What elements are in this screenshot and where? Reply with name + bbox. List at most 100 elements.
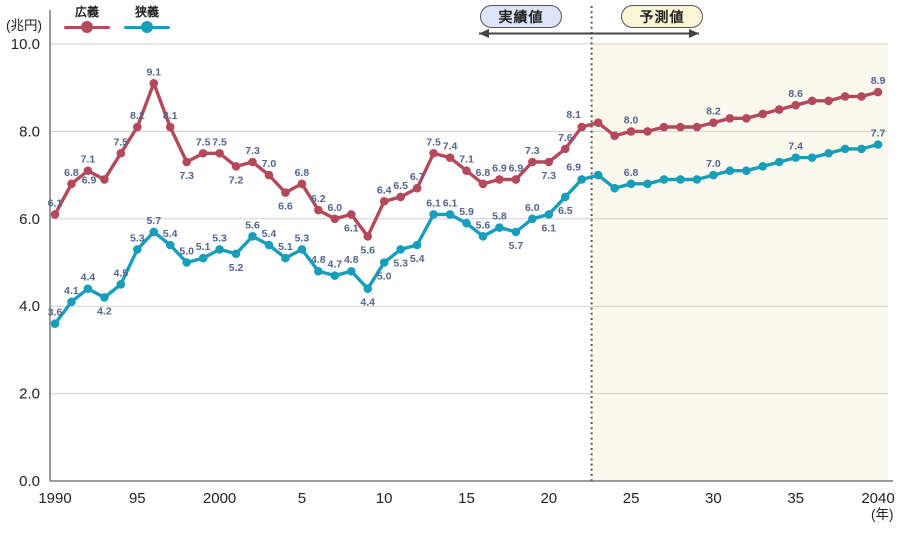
data-point-broad	[742, 113, 751, 123]
x-tick-label: 1990	[38, 490, 71, 507]
data-point-narrow	[807, 153, 817, 162]
data-point-narrow	[133, 245, 142, 254]
data-point-broad	[560, 144, 570, 154]
data-point-narrow	[774, 157, 784, 167]
data-label-narrow: 4.1	[64, 285, 79, 297]
data-label-broad: 6.8	[64, 167, 79, 179]
data-point-narrow	[692, 175, 702, 184]
data-point-broad	[133, 122, 142, 132]
data-point-narrow	[544, 210, 554, 219]
data-label-narrow: 6.1	[426, 197, 441, 209]
data-label-narrow: 5.3	[212, 232, 227, 244]
data-label-broad: 7.4	[443, 141, 458, 153]
y-axis-unit-label: (兆円)	[6, 18, 42, 33]
data-point-broad	[824, 96, 833, 106]
data-label-broad: 7.0	[262, 158, 277, 170]
data-point-narrow	[709, 170, 718, 180]
data-point-narrow	[840, 144, 850, 154]
data-point-broad	[643, 127, 652, 136]
data-point-narrow	[478, 231, 488, 241]
data-point-narrow	[528, 214, 537, 224]
x-tick-label: 20	[540, 490, 557, 507]
data-label-narrow: 5.4	[163, 228, 178, 240]
data-point-narrow	[198, 253, 208, 263]
data-label-narrow: 7.7	[871, 128, 886, 140]
data-point-narrow	[149, 227, 159, 237]
data-point-broad	[198, 148, 208, 158]
data-label-narrow: 4.8	[344, 254, 359, 266]
data-label-broad: 7.6	[558, 132, 573, 144]
x-axis-unit-label: (年)	[871, 507, 894, 522]
data-label-narrow: 6.9	[566, 161, 581, 173]
data-label-narrow: 5.4	[262, 228, 277, 240]
data-point-narrow	[100, 293, 109, 302]
data-point-broad	[659, 122, 669, 132]
data-point-narrow	[165, 240, 175, 250]
data-label-narrow: 7.0	[706, 158, 721, 170]
data-label-broad: 6.8	[295, 167, 310, 179]
data-label-broad: 6.7	[410, 171, 425, 183]
y-tick-label: 4.0	[19, 298, 40, 315]
data-label-broad: 6.4	[377, 184, 392, 196]
legend-item-narrow: 狭義	[122, 5, 172, 34]
data-point-broad	[774, 105, 784, 114]
x-tick-label: 15	[458, 490, 475, 507]
data-point-broad	[445, 153, 455, 162]
data-point-narrow	[50, 319, 60, 328]
data-point-broad	[248, 157, 257, 167]
data-label-broad: 8.2	[706, 106, 721, 118]
data-point-broad	[709, 118, 718, 127]
data-point-narrow	[83, 284, 93, 294]
data-label-narrow: 5.1	[278, 241, 293, 253]
data-label-narrow: 5.3	[295, 232, 310, 244]
data-point-narrow	[758, 162, 768, 171]
data-point-narrow	[577, 175, 587, 184]
data-label-broad: 8.1	[163, 110, 178, 122]
data-label-broad: 8.0	[624, 114, 639, 126]
legend-swatch-narrow-icon	[124, 20, 170, 34]
data-point-narrow	[67, 297, 76, 307]
data-label-narrow: 6.1	[541, 222, 556, 234]
data-label-narrow: 5.0	[179, 246, 194, 258]
data-point-narrow	[231, 249, 241, 259]
data-label-narrow: 5.6	[245, 219, 260, 231]
data-point-broad	[495, 175, 504, 184]
x-tick-label: 10	[376, 490, 393, 507]
data-label-broad: 7.2	[229, 174, 244, 186]
data-point-narrow	[116, 280, 126, 289]
y-tick-label: 6.0	[19, 211, 40, 228]
data-label-narrow: 5.9	[459, 206, 474, 218]
data-label-broad: 6.2	[311, 193, 326, 205]
arrow-right-head-icon	[689, 29, 699, 38]
data-label-broad: 6.1	[48, 197, 63, 209]
legend: 広義 狭義	[62, 5, 172, 34]
data-point-narrow	[610, 183, 619, 193]
data-label-broad: 7.3	[179, 170, 194, 182]
data-point-broad	[215, 148, 224, 158]
data-point-narrow	[264, 240, 274, 250]
y-tick-label: 8.0	[19, 123, 40, 140]
data-label-narrow: 5.0	[377, 271, 392, 283]
data-point-narrow	[314, 266, 323, 276]
data-point-broad	[577, 122, 587, 132]
data-label-broad: 7.5	[426, 136, 441, 148]
data-label-narrow: 5.8	[492, 211, 507, 223]
x-tick-label: 2040	[861, 490, 894, 507]
data-point-narrow	[346, 266, 356, 276]
data-point-narrow	[824, 148, 833, 158]
arrow-left-head-icon	[479, 29, 489, 38]
data-point-narrow	[297, 245, 307, 254]
data-label-broad: 6.5	[393, 180, 408, 192]
data-label-narrow: 4.2	[97, 305, 112, 317]
data-point-narrow	[330, 271, 340, 280]
data-point-broad	[67, 179, 76, 189]
data-label-broad: 8.9	[871, 75, 886, 87]
data-point-broad	[396, 192, 405, 202]
data-label-broad: 6.9	[492, 162, 507, 174]
data-label-narrow: 5.6	[476, 219, 491, 231]
data-point-narrow	[379, 258, 389, 267]
data-point-broad	[511, 175, 521, 184]
data-label-broad: 7.3	[525, 145, 540, 157]
x-tick-label: 95	[129, 490, 146, 507]
